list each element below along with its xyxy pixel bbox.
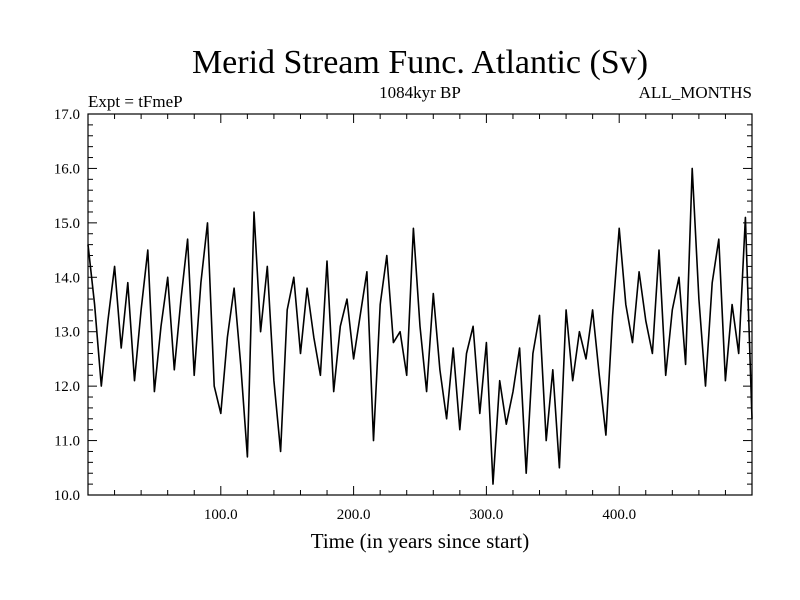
x-tick-label: 400.0 — [602, 507, 636, 523]
y-tick-label: 13.0 — [54, 325, 80, 341]
series-line — [87, 167, 753, 485]
y-tick-label: 15.0 — [54, 216, 80, 232]
months-label: ALL_MONTHS — [639, 83, 752, 102]
plot-frame — [87, 113, 753, 496]
chart-subtitle: 1084kyr BP — [379, 83, 461, 102]
plot-area: 100.0 200.0 300.0 400.0 10.0 11.0 12.0 13.0 14.0… — [54, 107, 753, 523]
chart-title: Merid Stream Func. Atlantic (Sv) — [192, 44, 648, 81]
x-axis-label: Time (in years since start) — [311, 529, 530, 553]
y-tick-label: 14.0 — [54, 270, 80, 286]
y-tick-label: 10.0 — [54, 488, 80, 504]
experiment-label: Expt = tFmeP — [88, 92, 183, 111]
y-tick-label: 12.0 — [54, 379, 80, 395]
x-tick-label: 100.0 — [204, 507, 238, 523]
y-tick-label: 16.0 — [54, 161, 80, 177]
x-tick-label: 200.0 — [337, 507, 371, 523]
y-tick-label: 17.0 — [54, 107, 80, 123]
x-tick-label: 300.0 — [470, 507, 504, 523]
y-tick-label: 11.0 — [54, 434, 80, 450]
